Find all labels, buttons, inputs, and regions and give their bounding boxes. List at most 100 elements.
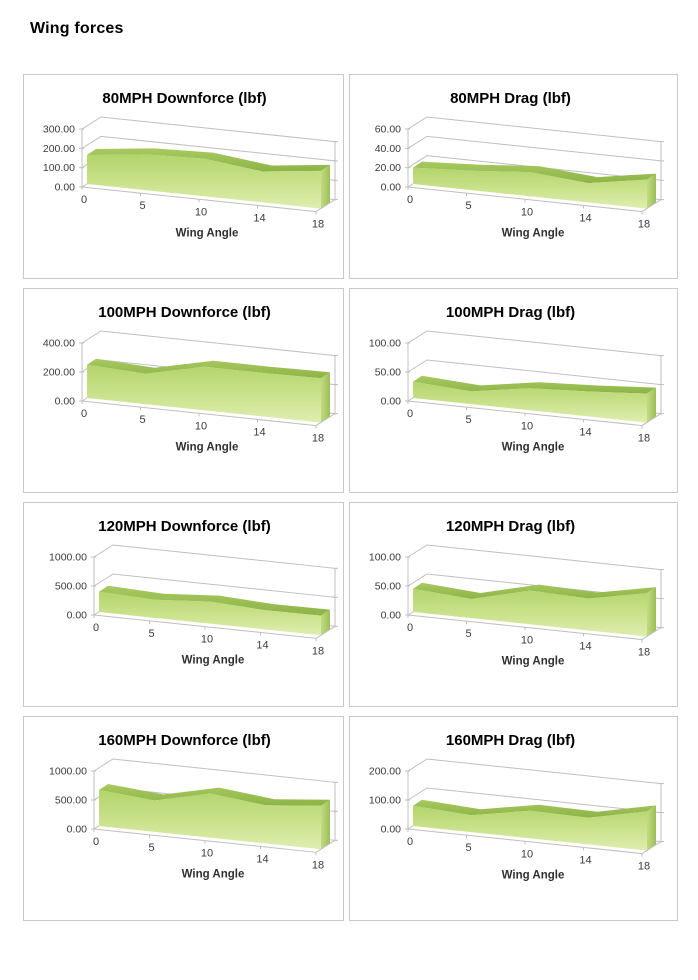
area-top-surface	[413, 799, 656, 818]
x-tick-label: 5	[465, 842, 471, 854]
x-tick-label: 14	[253, 426, 265, 438]
area-series	[99, 784, 330, 850]
area-chart-svg: 0.00 500.00 1000.00 0 5 10 14 18 Wing Angle 160MP…	[49, 732, 338, 881]
axis-labels: 0.00 100.00 200.00 300.00 0 5 10 14 18	[43, 124, 324, 231]
floor-edge	[81, 186, 336, 215]
chart-title: 80MPH Drag (lbf)	[450, 90, 571, 107]
x-axis-title: Wing Angle	[176, 227, 239, 239]
x-tick-label: 5	[465, 414, 471, 426]
x-tick-label: 0	[407, 194, 413, 206]
area-top-surface	[413, 582, 656, 599]
x-axis-title: Wing Angle	[502, 655, 565, 667]
area-side-face	[321, 372, 330, 423]
y-tick-label: 1000.00	[49, 552, 87, 564]
x-tick-label: 0	[407, 622, 413, 634]
x-tick-label: 10	[521, 634, 533, 646]
y-axis	[79, 128, 84, 188]
y-tick-label: 0.00	[381, 824, 402, 836]
x-tick-label: 10	[195, 420, 207, 432]
y-tick-label: 50.00	[375, 367, 401, 379]
area-front-face	[99, 591, 321, 636]
axis-labels: 0.00 200.00 400.00 0 5 10 14 18	[43, 338, 324, 445]
x-tick-label: 0	[81, 408, 87, 420]
axis-labels: 0.00 50.00 100.00 0 5 10 14 18	[369, 552, 650, 659]
x-axis-title: Wing Angle	[502, 869, 565, 881]
area-series	[87, 148, 330, 209]
floor-edge	[407, 400, 662, 429]
area-chart-svg: 0.00 100.00 200.00 0 5 10 14 18 Wing Angle 160MPH…	[369, 732, 664, 881]
area-top-surface	[87, 358, 330, 379]
x-tick-label: 14	[579, 426, 591, 438]
area-series	[413, 161, 656, 209]
x-tick-label: 18	[638, 219, 650, 231]
y-tick-label: 100.00	[369, 338, 401, 350]
chart-title: 100MPH Drag (lbf)	[446, 304, 575, 321]
x-tick-label: 14	[579, 640, 591, 652]
x-tick-label: 10	[201, 634, 213, 646]
y-tick-label: 50.00	[375, 581, 401, 593]
floor-edge	[81, 400, 336, 429]
floor-edge	[407, 614, 662, 643]
y-tick-label: 100.00	[369, 795, 401, 807]
y-tick-label: 0.00	[55, 396, 76, 408]
y-tick-label: 200.00	[43, 367, 75, 379]
floor-edge	[407, 186, 662, 215]
x-axis-title: Wing Angle	[176, 441, 239, 453]
x-tick-label: 0	[407, 408, 413, 420]
x-tick-label: 14	[256, 639, 268, 651]
chart-card[interactable]: 0.00 50.00 100.00 0 5 10 14 18 Wing Angle 120MPH …	[349, 502, 678, 707]
area-series	[413, 375, 656, 423]
x-tick-label: 5	[148, 628, 154, 640]
chart-card[interactable]: 0.00 500.00 1000.00 0 5 10 14 18 Wing Angle 160MP…	[23, 716, 344, 921]
chart-card[interactable]: 0.00 200.00 400.00 0 5 10 14 18 Wing Angle 100MPH…	[23, 288, 344, 493]
axis-labels: 0.00 500.00 1000.00 0 5 10 14 18	[49, 552, 324, 658]
x-tick-label: 5	[139, 200, 145, 212]
y-tick-label: 0.00	[67, 824, 88, 836]
area-side-face	[321, 609, 330, 636]
axis-labels: 0.00 100.00 200.00 0 5 10 14 18	[369, 766, 650, 873]
x-tick-label: 0	[93, 622, 99, 634]
x-tick-label: 0	[93, 836, 99, 848]
chart-title: 100MPH Downforce (lbf)	[98, 304, 271, 321]
area-front-face	[99, 790, 321, 850]
x-tick-label: 18	[312, 645, 324, 657]
area-side-face	[647, 805, 656, 851]
x-tick-label: 14	[256, 853, 268, 865]
area-side-face	[321, 799, 330, 850]
x-tick-label: 10	[201, 848, 213, 860]
y-axis	[405, 342, 410, 402]
chart-card[interactable]: 0.00 100.00 200.00 300.00 0 5 10 14 18 Wing Angle…	[23, 74, 344, 279]
x-tick-label: 18	[638, 861, 650, 873]
x-axis-title: Wing Angle	[502, 227, 565, 239]
y-axis	[91, 556, 96, 616]
x-tick-label: 18	[638, 647, 650, 659]
area-front-face	[87, 154, 321, 209]
area-top-surface	[413, 161, 656, 184]
floor-edge	[407, 828, 662, 857]
area-chart-svg: 0.00 200.00 400.00 0 5 10 14 18 Wing Angle 100MPH…	[43, 304, 338, 453]
y-tick-label: 0.00	[55, 182, 76, 194]
x-tick-label: 10	[521, 206, 533, 218]
area-chart-svg: 0.00 500.00 1000.00 0 5 10 14 18 Wing Angle 120MP…	[49, 518, 338, 667]
area-chart-svg: 0.00 20.00 40.00 60.00 0 5 10 14 18 Wing Angle 80M…	[375, 90, 664, 239]
y-tick-label: 500.00	[55, 795, 87, 807]
x-tick-label: 14	[253, 212, 265, 224]
chart-card[interactable]: 0.00 50.00 100.00 0 5 10 14 18 Wing Angle 100MPH …	[349, 288, 678, 493]
area-series	[99, 585, 330, 636]
x-tick-label: 0	[81, 194, 87, 206]
area-front-face	[413, 805, 647, 851]
y-tick-label: 0.00	[67, 610, 88, 622]
x-tick-label: 18	[312, 219, 324, 231]
chart-title: 80MPH Downforce (lbf)	[102, 90, 266, 107]
y-tick-label: 20.00	[375, 162, 401, 174]
x-tick-label: 5	[139, 414, 145, 426]
floor-edge	[93, 828, 336, 856]
y-axis	[91, 770, 96, 830]
chart-card[interactable]: 0.00 500.00 1000.00 0 5 10 14 18 Wing Angle 120MP…	[23, 502, 344, 707]
area-chart-svg: 0.00 50.00 100.00 0 5 10 14 18 Wing Angle 100MPH …	[369, 304, 664, 453]
chart-card[interactable]: 0.00 100.00 200.00 0 5 10 14 18 Wing Angle 160MPH…	[349, 716, 678, 921]
floor-edge	[93, 614, 336, 642]
y-tick-label: 400.00	[43, 338, 75, 350]
chart-card[interactable]: 0.00 20.00 40.00 60.00 0 5 10 14 18 Wing Angle 80M…	[349, 74, 678, 279]
x-tick-label: 10	[195, 206, 207, 218]
